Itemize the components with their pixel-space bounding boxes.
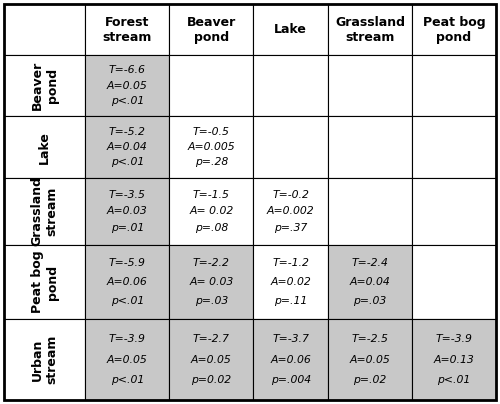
Text: T=-2.5: T=-2.5 bbox=[352, 335, 389, 344]
Bar bbox=[254, 178, 328, 245]
Text: A=0.005: A=0.005 bbox=[188, 142, 235, 152]
Text: p<.01: p<.01 bbox=[110, 296, 144, 305]
Bar bbox=[328, 178, 412, 245]
Text: A= 0.02: A= 0.02 bbox=[189, 206, 234, 216]
Bar bbox=[328, 55, 412, 116]
Text: T=-3.7: T=-3.7 bbox=[272, 335, 309, 344]
Text: p=.01: p=.01 bbox=[110, 223, 144, 233]
Text: T=-3.9: T=-3.9 bbox=[109, 335, 146, 344]
Text: A=0.13: A=0.13 bbox=[434, 355, 474, 364]
Bar bbox=[4, 55, 85, 116]
Bar bbox=[254, 55, 328, 116]
Text: T=-1.2: T=-1.2 bbox=[272, 258, 309, 268]
Text: p=.28: p=.28 bbox=[194, 158, 228, 168]
Bar bbox=[328, 116, 412, 178]
Bar bbox=[85, 4, 170, 55]
Text: p<.01: p<.01 bbox=[110, 158, 144, 168]
Bar bbox=[4, 319, 85, 400]
Text: T=-2.7: T=-2.7 bbox=[193, 335, 230, 344]
Bar bbox=[170, 178, 254, 245]
Bar bbox=[170, 55, 254, 116]
Text: Peat bog
pond: Peat bog pond bbox=[30, 250, 58, 313]
Bar bbox=[170, 319, 254, 400]
Text: p=.08: p=.08 bbox=[194, 223, 228, 233]
Text: Urban
stream: Urban stream bbox=[30, 335, 58, 384]
Bar bbox=[254, 116, 328, 178]
Bar bbox=[4, 116, 85, 178]
Text: A=0.05: A=0.05 bbox=[191, 355, 232, 364]
Bar bbox=[254, 4, 328, 55]
Text: A=0.06: A=0.06 bbox=[107, 277, 148, 287]
Text: p=.004: p=.004 bbox=[270, 375, 310, 385]
Text: Forest
stream: Forest stream bbox=[102, 16, 152, 44]
Text: T=-3.9: T=-3.9 bbox=[436, 335, 472, 344]
Bar bbox=[4, 178, 85, 245]
Text: A=0.05: A=0.05 bbox=[350, 355, 391, 364]
Text: p<.01: p<.01 bbox=[438, 375, 470, 385]
Bar bbox=[412, 55, 496, 116]
Text: p<.01: p<.01 bbox=[110, 375, 144, 385]
Text: A=0.05: A=0.05 bbox=[107, 355, 148, 364]
Text: p=.37: p=.37 bbox=[274, 223, 307, 233]
Bar bbox=[4, 245, 85, 319]
Bar bbox=[170, 245, 254, 319]
Text: A=0.04: A=0.04 bbox=[107, 142, 148, 152]
Text: p<.01: p<.01 bbox=[110, 96, 144, 106]
Text: T=-0.5: T=-0.5 bbox=[193, 127, 230, 137]
Bar bbox=[85, 245, 170, 319]
Bar bbox=[412, 319, 496, 400]
Bar bbox=[412, 116, 496, 178]
Text: Grassland
stream: Grassland stream bbox=[335, 16, 405, 44]
Text: A=0.002: A=0.002 bbox=[267, 206, 314, 216]
Text: T=-5.2: T=-5.2 bbox=[109, 127, 146, 137]
Text: p=.03: p=.03 bbox=[354, 296, 386, 305]
Text: T=-3.5: T=-3.5 bbox=[109, 189, 146, 200]
Text: p=.02: p=.02 bbox=[354, 375, 386, 385]
Bar bbox=[328, 4, 412, 55]
Text: A=0.02: A=0.02 bbox=[270, 277, 311, 287]
Text: T=-2.4: T=-2.4 bbox=[352, 258, 389, 268]
Bar bbox=[412, 4, 496, 55]
Bar bbox=[170, 4, 254, 55]
Bar bbox=[328, 245, 412, 319]
Text: Beaver
pond: Beaver pond bbox=[186, 16, 236, 44]
Bar bbox=[4, 4, 85, 55]
Text: A= 0.03: A= 0.03 bbox=[189, 277, 234, 287]
Bar bbox=[85, 178, 170, 245]
Text: Lake: Lake bbox=[274, 23, 307, 36]
Text: A=0.06: A=0.06 bbox=[270, 355, 311, 364]
Text: A=0.04: A=0.04 bbox=[350, 277, 391, 287]
Text: Peat bog
pond: Peat bog pond bbox=[422, 16, 486, 44]
Bar bbox=[328, 319, 412, 400]
Text: T=-5.9: T=-5.9 bbox=[109, 258, 146, 268]
Text: A=0.05: A=0.05 bbox=[107, 81, 148, 91]
Text: p=.03: p=.03 bbox=[194, 296, 228, 305]
Text: Grassland
stream: Grassland stream bbox=[30, 176, 58, 246]
Bar bbox=[412, 245, 496, 319]
Text: T=-0.2: T=-0.2 bbox=[272, 189, 309, 200]
Bar bbox=[85, 116, 170, 178]
Bar bbox=[170, 116, 254, 178]
Text: T=-1.5: T=-1.5 bbox=[193, 189, 230, 200]
Text: p=0.02: p=0.02 bbox=[191, 375, 232, 385]
Text: T=-2.2: T=-2.2 bbox=[193, 258, 230, 268]
Bar bbox=[85, 55, 170, 116]
Bar bbox=[254, 319, 328, 400]
Text: A=0.03: A=0.03 bbox=[107, 206, 148, 216]
Text: p=.11: p=.11 bbox=[274, 296, 307, 305]
Bar bbox=[85, 319, 170, 400]
Text: T=-6.6: T=-6.6 bbox=[109, 65, 146, 76]
Text: Beaver
pond: Beaver pond bbox=[30, 61, 58, 110]
Text: Lake: Lake bbox=[38, 131, 51, 164]
Bar bbox=[254, 245, 328, 319]
Bar bbox=[412, 178, 496, 245]
